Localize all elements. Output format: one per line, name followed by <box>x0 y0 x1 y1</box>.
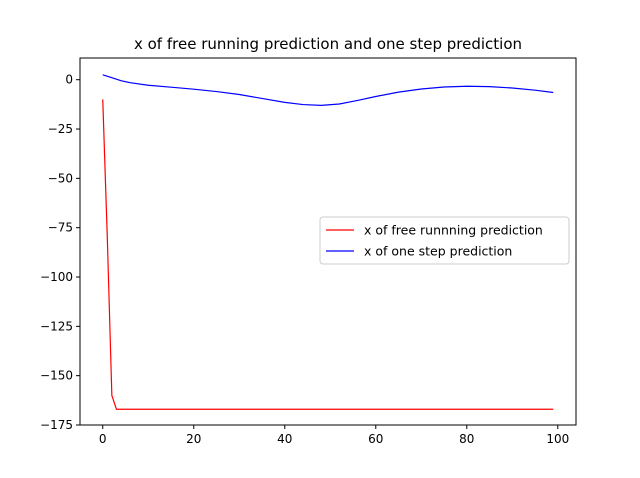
y-tick-label: −125 <box>40 319 73 333</box>
y-tick-label: −100 <box>40 270 73 284</box>
y-tick-label: 0 <box>65 73 73 87</box>
legend-label: x of free runnning prediction <box>364 223 543 238</box>
axes-frame <box>79 57 577 426</box>
y-tick-label: −75 <box>48 221 73 235</box>
plot-area: 0 20 40 60 80 100 0 −25 −50 −75 −100 −125 −150 −175 <box>40 73 569 446</box>
x-tick-label: 100 <box>546 432 569 446</box>
legend-box <box>319 216 570 265</box>
y-tick-label: −175 <box>40 418 73 432</box>
x-tick-label: 80 <box>459 432 474 446</box>
x-tick-label: 20 <box>186 432 201 446</box>
y-tick-label: −50 <box>48 171 73 185</box>
chart-title: x of free running prediction and one ste… <box>134 35 522 53</box>
y-tick-label: −25 <box>48 122 73 136</box>
x-tick-label: 60 <box>368 432 383 446</box>
y-tick-label: −150 <box>40 369 73 383</box>
legend-label: x of one step prediction <box>364 244 512 259</box>
x-tick-label: 0 <box>99 432 107 446</box>
x-tick-label: 40 <box>277 432 292 446</box>
series-line-free-running <box>102 99 554 410</box>
legend: x of free runnning prediction x of one st… <box>319 216 570 265</box>
series-line-one-step <box>102 74 554 106</box>
